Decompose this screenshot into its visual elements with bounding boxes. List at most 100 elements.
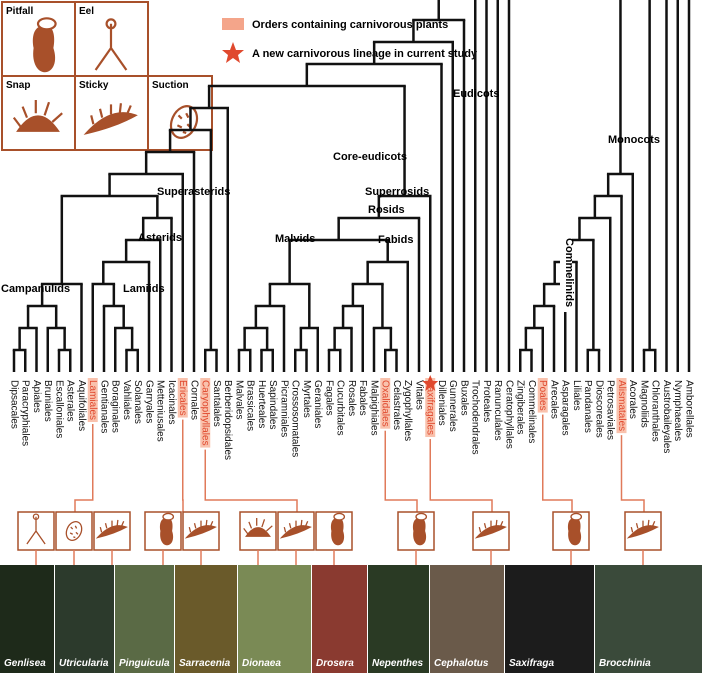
trap-icon — [184, 519, 217, 539]
trap-icon — [159, 512, 175, 546]
trap-icon — [65, 521, 83, 541]
order-highlight — [425, 378, 436, 438]
legend-swatch — [222, 18, 244, 30]
order-label: Brassicales — [245, 380, 256, 431]
order-label: Asparagales — [560, 380, 571, 436]
connector — [204, 492, 298, 512]
order-label: Paracryphiales — [20, 380, 31, 446]
order-label: Solanales — [132, 380, 143, 424]
pitcher-lid — [36, 17, 57, 31]
connector — [542, 492, 573, 512]
trap-icon — [94, 18, 128, 71]
clade-label: Superrosids — [365, 186, 429, 198]
order-label: Arecales — [548, 380, 559, 419]
order-label: Oxalidales — [380, 380, 391, 427]
trap-icon — [412, 512, 428, 546]
photo — [238, 565, 311, 673]
order-label: Saxifragales — [425, 380, 436, 435]
genus-label: Saxifraga — [509, 658, 554, 669]
genus-label: Dionaea — [242, 658, 281, 669]
photo — [175, 565, 237, 673]
pitcher-lid — [162, 512, 175, 521]
order-label: Fabales — [357, 380, 368, 416]
order-label: Aquifoliales — [76, 380, 87, 431]
order-label: Caryophyllales — [200, 380, 211, 446]
order-label: Cucurbitales — [335, 380, 346, 436]
order-label: Fagales — [323, 380, 334, 416]
trap-icon — [567, 512, 583, 546]
trap-label: Pitfall — [6, 6, 33, 17]
genus-label: Cephalotus — [434, 658, 489, 669]
order-label: Malpighiales — [368, 380, 379, 436]
pitcher-lid — [333, 512, 346, 521]
order-label: Pandanales — [582, 380, 593, 433]
sticky — [184, 519, 217, 539]
order-label: Escalloniales — [53, 380, 64, 438]
suction — [65, 521, 83, 541]
clade-label: Commelinids — [563, 238, 575, 307]
order-label: Trochodendrales — [470, 380, 481, 455]
clade-label: Asterids — [138, 232, 182, 244]
order-highlight — [87, 378, 98, 423]
photo — [55, 565, 114, 673]
pitcher — [159, 517, 174, 546]
trap-label: Suction — [152, 80, 189, 91]
trap-legend-box — [147, 75, 213, 151]
order-label: Amborellales — [683, 380, 694, 438]
order-label: Celastrales — [391, 380, 402, 430]
order-highlight — [177, 378, 188, 418]
trap-icon — [12, 99, 63, 132]
genus-label: Pinguicula — [119, 658, 170, 669]
order-label: Liliales — [571, 380, 582, 411]
trap-box — [55, 511, 93, 551]
order-label: Petrosaviales — [605, 380, 616, 440]
photo — [430, 565, 504, 673]
trap-box — [144, 511, 182, 551]
snap — [12, 99, 63, 132]
order-label: Gunnerales — [447, 380, 458, 432]
order-label: Chloranthales — [650, 380, 661, 442]
eel — [26, 513, 46, 545]
sticky — [83, 103, 138, 135]
clade-label: Core-eudicots — [333, 151, 407, 163]
order-label: Icacinales — [166, 380, 177, 424]
eel — [94, 18, 128, 71]
clade-label: Rosids — [368, 204, 405, 216]
order-label: Santalales — [211, 380, 222, 427]
pitcher — [412, 517, 427, 546]
legend-label: Orders containing carnivorous plants — [252, 19, 448, 31]
order-label: Rosales — [346, 380, 357, 416]
order-highlight — [537, 378, 548, 413]
pitcher — [330, 517, 345, 546]
connector — [384, 492, 418, 512]
order-label: Ericales — [177, 380, 188, 416]
sticky — [626, 519, 659, 539]
order-label: Cornales — [188, 380, 199, 420]
order-label: Picramniales — [278, 380, 289, 437]
order-label: Poales — [537, 380, 548, 411]
genus-label: Genlisea — [4, 658, 46, 669]
pitcher-lid — [415, 512, 428, 521]
clade-label: Eudicots — [453, 88, 499, 100]
genus-label: Utricularia — [59, 658, 109, 669]
order-label: Zygophyllales — [402, 380, 413, 441]
photo — [368, 565, 429, 673]
photo — [0, 565, 54, 673]
trap-icon — [330, 512, 346, 546]
trap-icon — [26, 513, 46, 545]
clade-label: Superasterids — [157, 186, 230, 198]
snap — [243, 517, 273, 537]
trap-icon — [95, 519, 128, 539]
sticky — [474, 519, 507, 539]
sticky — [95, 519, 128, 539]
connector — [429, 492, 493, 512]
order-label: Garryales — [143, 380, 154, 423]
trap-icon — [83, 103, 138, 135]
order-label: Magnoliids — [638, 380, 649, 428]
order-highlight — [200, 378, 211, 448]
order-label: Vitales — [413, 380, 424, 410]
trap-label: Snap — [6, 80, 30, 91]
connector — [620, 492, 645, 512]
clade-label: Malvids — [275, 233, 315, 245]
